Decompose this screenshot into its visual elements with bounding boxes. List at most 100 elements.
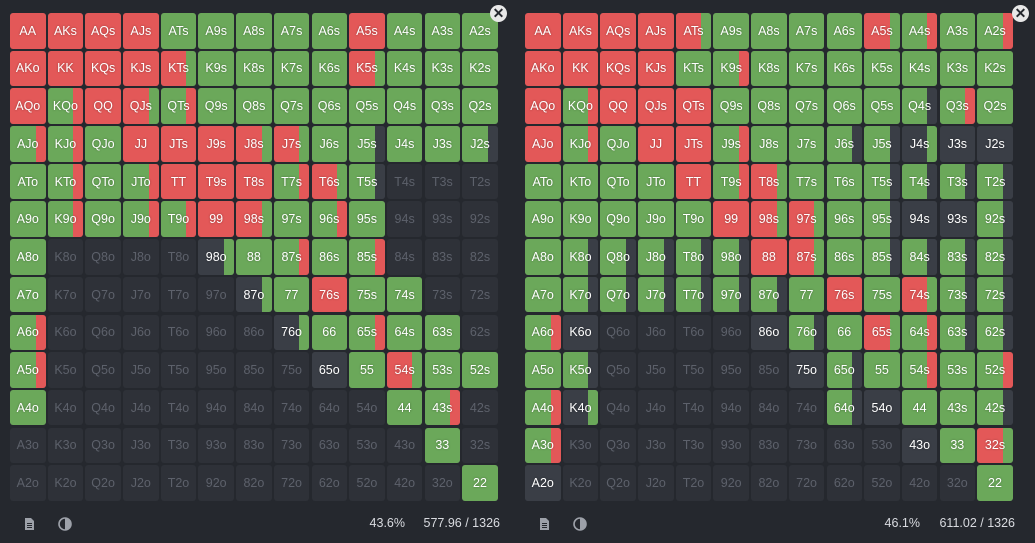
hand-cell[interactable]: 82s	[977, 239, 1013, 275]
hand-cell[interactable]: J5o	[638, 352, 674, 388]
hand-cell[interactable]: KTs	[675, 50, 712, 87]
hand-cell[interactable]: A7o	[10, 276, 46, 313]
hand-cell[interactable]: QJs	[123, 88, 159, 124]
hand-cell[interactable]: 54o	[349, 389, 385, 426]
hand-cell[interactable]: 74o	[788, 389, 825, 426]
hand-cell[interactable]: 63o	[311, 427, 347, 464]
hand-cell[interactable]: 84o	[751, 389, 787, 426]
hand-cell[interactable]: 64s	[901, 314, 938, 350]
hand-cell[interactable]: T9s	[713, 163, 749, 200]
hand-cell[interactable]: 84s	[386, 239, 423, 275]
hand-cell[interactable]: 74s	[901, 276, 938, 313]
hand-cell[interactable]: K4o	[562, 389, 599, 426]
contrast-icon[interactable]	[58, 517, 72, 531]
hand-cell[interactable]: 76o	[273, 314, 310, 350]
hand-cell[interactable]: 33	[939, 427, 976, 464]
hand-cell[interactable]: AA	[10, 13, 46, 49]
hand-cell[interactable]: A6s	[826, 13, 862, 49]
hand-cell[interactable]: T4s	[386, 163, 423, 200]
hand-cell[interactable]: AJs	[638, 13, 674, 49]
hand-cell[interactable]: AJo	[10, 126, 46, 162]
hand-cell[interactable]: KTs	[160, 50, 197, 87]
hand-cell[interactable]: J2o	[123, 465, 159, 501]
hand-cell[interactable]: Q6o	[600, 314, 636, 350]
hand-cell[interactable]: Q6o	[85, 314, 121, 350]
hand-cell[interactable]: K4s	[386, 50, 423, 87]
hand-cell[interactable]: T2s	[462, 163, 498, 200]
hand-cell[interactable]: J3o	[123, 427, 159, 464]
hand-cell[interactable]: 94s	[901, 201, 938, 237]
hand-cell[interactable]: 96s	[826, 201, 862, 237]
hand-cell[interactable]: A8s	[236, 13, 272, 49]
hand-cell[interactable]: Q4o	[600, 389, 636, 426]
hand-cell[interactable]: A4s	[386, 13, 423, 49]
hand-cell[interactable]: 82o	[236, 465, 272, 501]
hand-cell[interactable]: A7o	[525, 276, 561, 313]
hand-cell[interactable]: K5s	[349, 50, 385, 87]
hand-cell[interactable]: 76s	[826, 276, 862, 313]
hand-cell[interactable]: AQs	[600, 13, 636, 49]
hand-cell[interactable]: T5o	[675, 352, 712, 388]
hand-cell[interactable]: 83s	[424, 239, 461, 275]
hand-cell[interactable]: 52s	[462, 352, 498, 388]
hand-cell[interactable]: 74o	[273, 389, 310, 426]
hand-cell[interactable]: A8o	[525, 239, 561, 275]
hand-cell[interactable]: 62s	[462, 314, 498, 350]
hand-cell[interactable]: 72s	[977, 276, 1013, 313]
hand-cell[interactable]: 99	[713, 201, 749, 237]
hand-cell[interactable]: J4o	[638, 389, 674, 426]
hand-cell[interactable]: T6o	[160, 314, 197, 350]
hand-cell[interactable]: 43s	[939, 389, 976, 426]
hand-cell[interactable]: J9s	[198, 126, 234, 162]
hand-cell[interactable]: K2s	[977, 50, 1013, 87]
hand-cell[interactable]: K9o	[562, 201, 599, 237]
hand-cell[interactable]: K5o	[47, 352, 84, 388]
hand-cell[interactable]: K3o	[47, 427, 84, 464]
hand-cell[interactable]: J5o	[123, 352, 159, 388]
hand-cell[interactable]: K7o	[562, 276, 599, 313]
hand-cell[interactable]: T6s	[826, 163, 862, 200]
hand-cell[interactable]: 83o	[751, 427, 787, 464]
hand-cell[interactable]: A2o	[525, 465, 561, 501]
hand-cell[interactable]: T6o	[675, 314, 712, 350]
hand-cell[interactable]: 98o	[713, 239, 749, 275]
hand-cell[interactable]: J5s	[349, 126, 385, 162]
hand-cell[interactable]: J8s	[751, 126, 787, 162]
hand-cell[interactable]: 32o	[939, 465, 976, 501]
hand-cell[interactable]: A3o	[10, 427, 46, 464]
hand-cell[interactable]: 42s	[977, 389, 1013, 426]
hand-cell[interactable]: AKo	[525, 50, 561, 87]
hand-cell[interactable]: A4s	[901, 13, 938, 49]
hand-cell[interactable]: JTs	[675, 126, 712, 162]
hand-cell[interactable]: 62o	[826, 465, 862, 501]
hand-cell[interactable]: J8o	[123, 239, 159, 275]
hand-cell[interactable]: 54o	[864, 389, 900, 426]
hand-cell[interactable]: ATo	[525, 163, 561, 200]
hand-cell[interactable]: 43o	[386, 427, 423, 464]
hand-cell[interactable]: A9o	[10, 201, 46, 237]
hand-cell[interactable]: 53s	[939, 352, 976, 388]
hand-cell[interactable]: K5s	[864, 50, 900, 87]
hand-cell[interactable]: J7o	[638, 276, 674, 313]
hand-cell[interactable]: T7o	[675, 276, 712, 313]
hand-cell[interactable]: 84s	[901, 239, 938, 275]
hand-cell[interactable]: Q5o	[600, 352, 636, 388]
hand-cell[interactable]: 88	[236, 239, 272, 275]
hand-cell[interactable]: 42s	[462, 389, 498, 426]
hand-cell[interactable]: QJs	[638, 88, 674, 124]
hand-cell[interactable]: AKs	[562, 13, 599, 49]
hand-cell[interactable]: A5s	[349, 13, 385, 49]
hand-cell[interactable]: AKo	[10, 50, 46, 87]
hand-cell[interactable]: KQs	[600, 50, 636, 87]
hand-cell[interactable]: KQo	[562, 88, 599, 124]
hand-cell[interactable]: AJo	[525, 126, 561, 162]
hand-cell[interactable]: A9s	[713, 13, 749, 49]
hand-cell[interactable]: ATs	[675, 13, 712, 49]
close-icon[interactable]: ✕	[490, 5, 507, 22]
hand-cell[interactable]: K2s	[462, 50, 498, 87]
hand-cell[interactable]: 66	[826, 314, 862, 350]
hand-cell[interactable]: 64o	[311, 389, 347, 426]
hand-cell[interactable]: AA	[525, 13, 561, 49]
hand-cell[interactable]: 22	[977, 465, 1013, 501]
hand-cell[interactable]: J2s	[462, 126, 498, 162]
